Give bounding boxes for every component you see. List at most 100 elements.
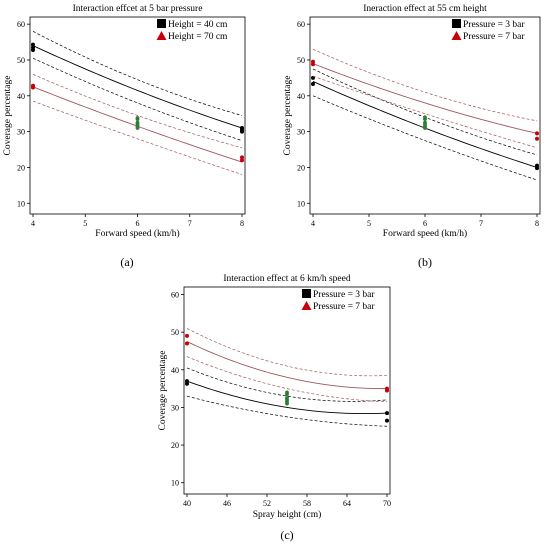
data-point [311, 81, 315, 86]
ci-lower-line [186, 356, 388, 403]
ci-upper-line [312, 48, 538, 122]
panel-caption: (c) [280, 528, 293, 542]
y-tick-label: 50 [17, 56, 25, 65]
x-axis-label: Forward speed (km/h) [383, 228, 467, 239]
legend-triangle-marker [301, 301, 312, 310]
chart-title: Interaction effcet at 5 bar pressure [73, 3, 203, 14]
x-tick-label: 4 [311, 219, 315, 228]
data-point [31, 47, 35, 52]
data-point [31, 42, 35, 47]
data-point [185, 333, 189, 338]
x-tick-label: 5 [367, 219, 371, 228]
fit-line [186, 380, 388, 415]
y-axis-label: Coverage percentage [158, 351, 168, 431]
legend-square-marker [157, 19, 166, 28]
data-point [385, 411, 389, 416]
ci-lower-line [312, 75, 538, 149]
series-1 [31, 73, 244, 175]
legend-label: Pressure = 7 bar [463, 32, 525, 42]
fit-line [312, 63, 538, 134]
data-point [385, 388, 389, 393]
ci-lower-line [32, 100, 243, 175]
y-tick-label: 20 [17, 163, 25, 172]
legend-label: Pressure = 3 bar [313, 290, 375, 300]
y-tick-label: 40 [297, 92, 305, 101]
y-tick-label: 30 [17, 128, 25, 137]
chart-panel-a: Interaction effcet at 5 bar pressure 10 20… [3, 3, 246, 269]
x-tick-label: 64 [343, 499, 351, 508]
data-point [385, 418, 389, 423]
y-tick-label: 60 [171, 291, 179, 300]
legend-square-marker [302, 289, 311, 298]
center-point [285, 390, 289, 395]
legend-square-marker [452, 19, 461, 28]
x-tick-label: 6 [136, 219, 140, 228]
data-point [240, 155, 244, 160]
y-axis-label: Coverage percentage [3, 76, 13, 156]
x-tick-label: 52 [263, 499, 271, 508]
legend-label: Height = 70 cm [168, 32, 228, 42]
legend-label: Pressure = 7 bar [313, 302, 375, 312]
data-point [535, 136, 539, 141]
ci-lower-line [186, 395, 388, 427]
x-tick-label: 6 [423, 219, 427, 228]
center-point [423, 115, 427, 120]
data-point [535, 131, 539, 136]
ci-upper-line [186, 328, 388, 377]
data-point [185, 341, 189, 346]
fit-line [186, 341, 388, 390]
center-point [285, 396, 289, 400]
data-point [311, 62, 315, 67]
y-tick-label: 10 [17, 199, 25, 208]
center-point [135, 116, 140, 120]
y-tick-label: 20 [171, 441, 179, 450]
plot-frame [183, 286, 391, 495]
center-point [135, 120, 140, 125]
y-tick-label: 60 [17, 20, 25, 29]
data-point [240, 129, 244, 134]
y-tick-label: 10 [297, 199, 305, 208]
legend-label: Height = 40 cm [168, 20, 228, 30]
x-tick-label: 40 [183, 499, 191, 508]
chart-panel-c: Interaction effect at 6 km/h speed 10 20 30… [158, 273, 391, 542]
ci-upper-line [32, 73, 243, 149]
y-tick-label: 10 [171, 479, 179, 488]
data-point [31, 85, 35, 90]
series-1 [311, 48, 539, 149]
legend-triangle-marker [156, 31, 167, 40]
panel-caption: (b) [418, 255, 432, 269]
x-tick-label: 7 [188, 219, 192, 228]
chart-title: Ineraction effect at 55 cm height [363, 3, 487, 14]
ci-lower-line [312, 95, 538, 181]
data-point [535, 166, 539, 171]
y-tick-label: 20 [297, 163, 305, 172]
ci-upper-line [312, 68, 538, 156]
center-point [423, 120, 427, 125]
y-tick-label: 30 [171, 403, 179, 412]
x-tick-label: 8 [535, 219, 539, 228]
center-point [423, 124, 427, 129]
x-tick-label: 7 [479, 219, 483, 228]
y-tick-label: 40 [171, 366, 179, 375]
legend-label: Pressure = 3 bar [463, 20, 525, 30]
data-point [185, 381, 189, 386]
x-tick-label: 46 [223, 499, 231, 508]
x-tick-label: 70 [383, 499, 391, 508]
center-point [285, 399, 289, 404]
y-axis-label: Coverage percentage [283, 76, 293, 156]
ci-upper-line [32, 31, 243, 116]
x-tick-label: 58 [303, 499, 311, 508]
y-tick-label: 50 [171, 328, 179, 337]
y-tick-label: 30 [297, 128, 305, 137]
x-tick-label: 8 [240, 219, 244, 228]
ci-upper-line [186, 367, 388, 402]
panel-caption: (a) [120, 255, 133, 269]
x-tick-label: 5 [83, 219, 87, 228]
y-tick-label: 50 [297, 56, 305, 65]
fit-line [32, 45, 243, 129]
data-point [240, 158, 244, 163]
chart-title: Interaction effect at 6 km/h speed [223, 273, 350, 284]
center-point [135, 124, 140, 129]
x-axis-label: Spray height (cm) [253, 509, 322, 520]
